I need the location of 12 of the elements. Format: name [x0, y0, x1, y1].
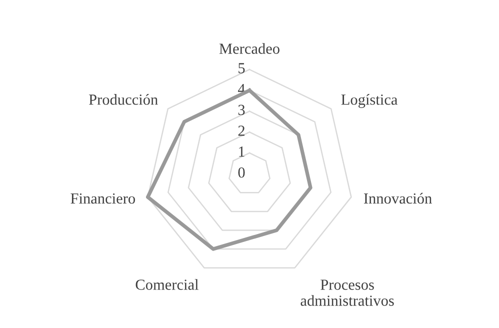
- y-tick-label: 0: [238, 167, 245, 178]
- spoke-label: Logística: [341, 94, 398, 108]
- y-tick-label: 2: [238, 126, 244, 136]
- spoke-label: Mercadeo: [219, 43, 280, 54]
- y-tick-label: 5: [238, 63, 245, 74]
- y-tick-label: 3: [238, 104, 245, 116]
- spoke-label: Financiero: [70, 193, 135, 204]
- spoke-label: Producción: [88, 94, 158, 105]
- y-tick-label: 1: [239, 146, 244, 157]
- spoke-label: Comercial: [136, 279, 198, 290]
- spoke-label: Innovación: [364, 192, 432, 204]
- spoke-label: Procesos administrativos: [300, 280, 394, 306]
